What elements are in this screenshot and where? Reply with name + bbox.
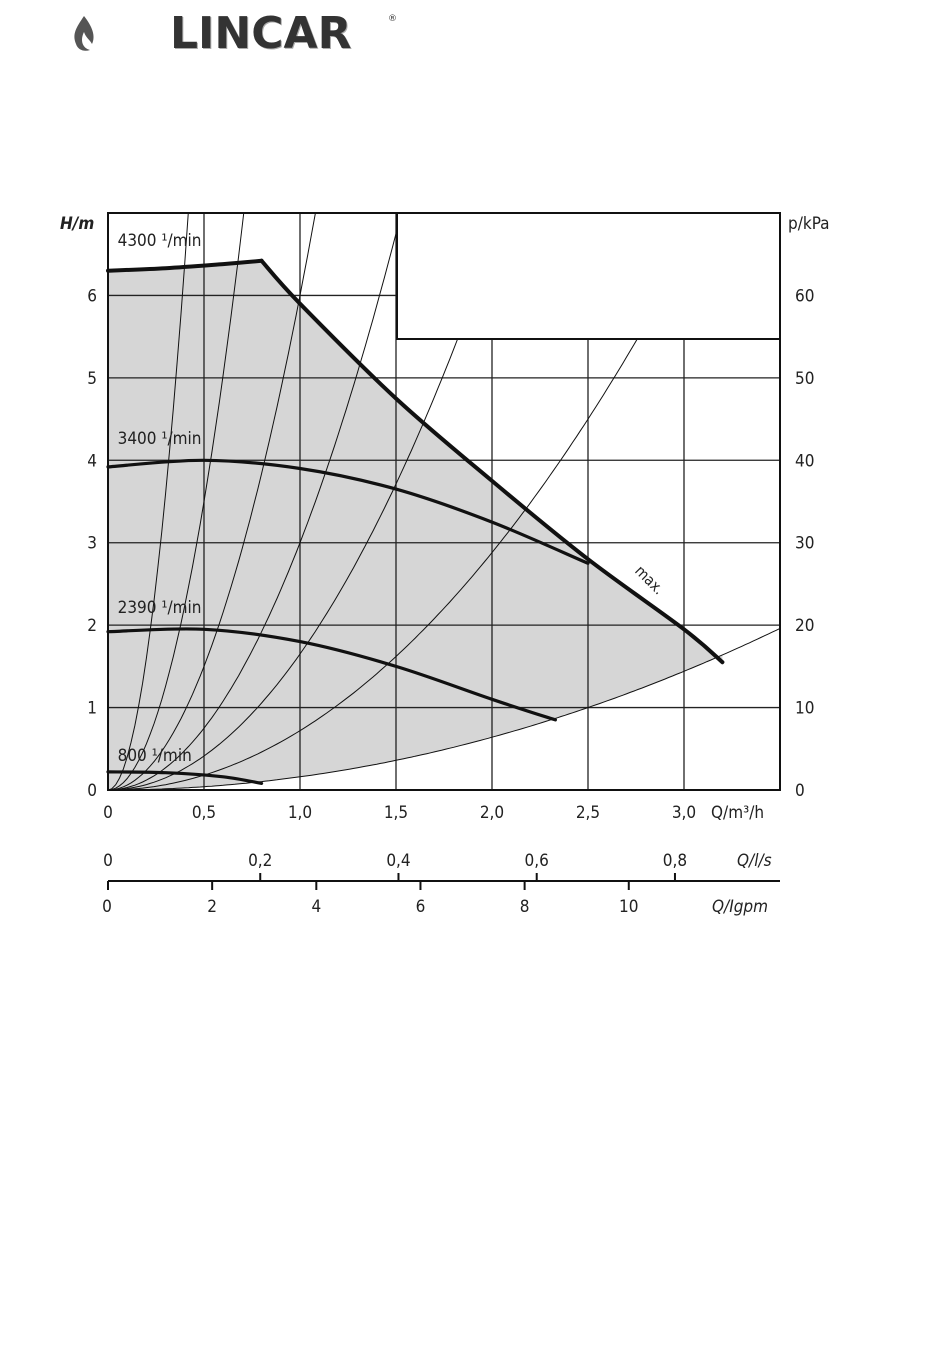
series-line [106,770,264,785]
x-tick-label: 2,0 [480,803,504,823]
y-tick-label: 5 [87,369,97,389]
ls-tick-label: 0 [103,851,113,871]
igpm-tick-label: 6 [416,897,426,917]
flame-icon [74,16,94,51]
y2-tick-label: 0 [795,781,805,801]
shaded-operating-area [108,260,723,790]
series-line [106,258,264,273]
igpm-tick-label: 4 [311,897,321,917]
igpm-tick-label: 8 [520,897,530,917]
x-tick-label: 0 [103,803,113,823]
y-axis-label: H/m [60,214,94,234]
system-curves [108,213,780,790]
y-tick-label: 2 [87,616,97,636]
y2-tick-label: 50 [795,369,814,389]
pump-curves [106,258,725,785]
ls-tick-label: 0,2 [248,851,272,871]
brand-logo: LINCAR ® [70,6,397,58]
igpm-axis-label: Q/Igpm [712,897,768,917]
series-line [106,458,590,565]
ls-tick-label: 0,6 [525,851,549,871]
igpm-tick-label: 2 [207,897,217,917]
y-tick-label: 1 [87,699,97,719]
ls-tick-label: 0,4 [386,851,410,871]
ls-tick-label: 0,8 [663,851,687,871]
x-tick-label: 1,5 [384,803,408,823]
x-axis-label: Q/m³/h [711,803,764,823]
brand-registered-mark: ® [388,14,397,24]
y-tick-label: 3 [87,534,97,554]
system-curve [108,627,780,790]
ls-axis-label: Q/l/s [737,851,772,871]
y-tick-label: 4 [87,451,97,471]
y2-axis-label: p/kPa [788,214,830,234]
series-label: 800 ¹/min [118,746,192,766]
series-label: 2390 ¹/min [118,598,202,618]
y2-tick-label: 10 [795,699,814,719]
x-tick-label: 3,0 [672,803,696,823]
y-tick-label: 6 [87,286,97,306]
y2-tick-label: 40 [795,451,814,471]
y2-tick-label: 30 [795,534,814,554]
series-line [259,258,725,665]
y2-tick-label: 60 [795,286,814,306]
y-tick-label: 0 [87,781,97,801]
blank-box [396,212,781,340]
plot-frame [107,212,781,791]
series-label: 3400 ¹/min [118,429,202,449]
secondary-axes: 0 0,2 0,4 0,6 0,8 Q/l/s 0 2 4 6 8 10 Q/Igpm [102,851,780,917]
series-line [106,627,557,722]
y2-tick-label: 20 [795,616,814,636]
x-tick-label: 1,0 [288,803,312,823]
x-tick-label: 0,5 [192,803,216,823]
brand-name: LINCAR [170,8,352,59]
x-tick-label: 2,5 [576,803,600,823]
igpm-tick-label: 0 [102,897,112,917]
series-label: 4300 ¹/min [118,231,202,251]
igpm-tick-label: 10 [619,897,638,917]
operating-area [108,260,723,790]
